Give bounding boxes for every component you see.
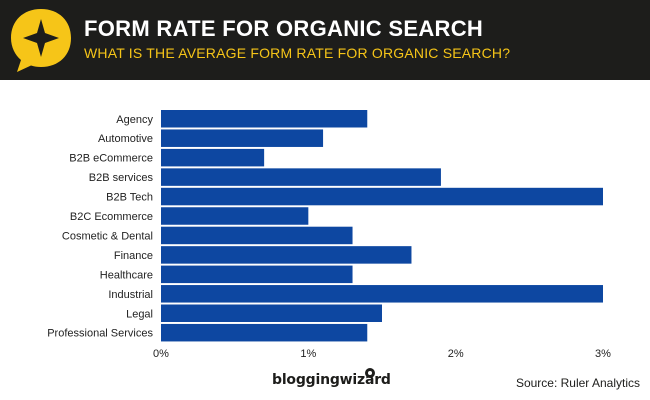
category-label: B2B Tech [106, 192, 153, 204]
bar-chart: Agency Automotive B2B eCommerce B2B service… [47, 110, 611, 360]
category-label: Professional Services [47, 328, 153, 340]
chart-subtitle: WHAT IS THE AVERAGE FORM RATE FOR ORGANI… [84, 45, 511, 61]
brand-logo-text: bloggingwizard [272, 372, 391, 388]
brand-badge-icon [365, 368, 375, 378]
chart-title: FORM RATE FOR ORGANIC SEARCH [84, 16, 484, 41]
bar-finance [161, 246, 412, 264]
bar-b2b-services [161, 168, 441, 186]
category-label: B2B eCommerce [69, 153, 153, 165]
bar-b2b-ecommerce [161, 148, 265, 167]
category-label: Agency [116, 114, 153, 126]
x-tick-label: 1% [300, 348, 316, 360]
category-label: Healthcare [100, 269, 153, 281]
x-tick-label: 3% [595, 348, 611, 360]
category-label: B2C Ecommerce [70, 211, 153, 223]
bar-cosmetic-dental [161, 226, 353, 245]
category-label: Cosmetic & Dental [62, 230, 153, 242]
bar-agency [161, 110, 368, 128]
bar-b2c-ecommerce [161, 207, 309, 225]
bar-professional-services [161, 323, 368, 342]
category-label: Industrial [108, 289, 153, 301]
x-tick-label: 2% [448, 348, 464, 360]
star-speech-bubble-icon [11, 9, 71, 72]
category-label: B2B services [89, 172, 154, 184]
bar-industrial [161, 285, 603, 303]
bar-automotive [161, 129, 324, 147]
bar-legal [161, 304, 382, 322]
bar-b2b-tech [161, 187, 603, 206]
category-label: Legal [126, 308, 153, 320]
bar-healthcare [161, 265, 353, 284]
x-tick-label: 0% [153, 348, 169, 360]
header-bar: FORM RATE FOR ORGANIC SEARCH WHAT IS THE… [0, 0, 650, 80]
category-label: Finance [114, 250, 153, 262]
category-label: Automotive [98, 133, 153, 145]
source-note: Source: Ruler Analytics [515, 376, 640, 390]
